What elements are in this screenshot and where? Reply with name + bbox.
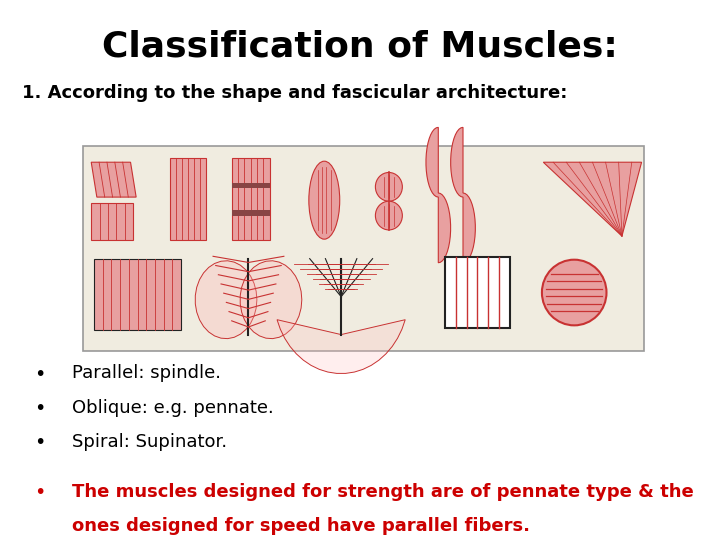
Text: Classification of Muscles:: Classification of Muscles:: [102, 30, 618, 64]
Polygon shape: [426, 127, 451, 263]
Text: •: •: [34, 433, 45, 451]
Text: Parallel: spindle.: Parallel: spindle.: [72, 364, 221, 382]
FancyBboxPatch shape: [91, 203, 133, 240]
FancyBboxPatch shape: [445, 256, 510, 328]
Polygon shape: [94, 259, 181, 330]
Text: Spiral: Supinator.: Spiral: Supinator.: [72, 433, 227, 450]
Text: 1. According to the shape and fascicular architecture:: 1. According to the shape and fascicular…: [22, 84, 567, 102]
FancyBboxPatch shape: [170, 158, 207, 240]
Polygon shape: [91, 162, 136, 197]
FancyBboxPatch shape: [232, 184, 270, 188]
Polygon shape: [544, 162, 642, 236]
Text: The muscles designed for strength are of pennate type & the: The muscles designed for strength are of…: [72, 483, 694, 501]
Polygon shape: [195, 261, 257, 339]
Ellipse shape: [375, 201, 402, 230]
Ellipse shape: [375, 172, 402, 201]
Text: ones designed for speed have parallel fibers.: ones designed for speed have parallel fi…: [72, 517, 530, 535]
Ellipse shape: [542, 260, 606, 325]
FancyBboxPatch shape: [83, 146, 644, 351]
FancyBboxPatch shape: [232, 158, 270, 240]
Polygon shape: [451, 127, 475, 263]
Polygon shape: [240, 261, 302, 339]
Text: •: •: [34, 364, 45, 383]
Text: •: •: [34, 483, 45, 502]
Text: •: •: [34, 399, 45, 417]
Polygon shape: [277, 320, 405, 373]
FancyBboxPatch shape: [232, 211, 270, 215]
Text: Oblique: e.g. pennate.: Oblique: e.g. pennate.: [72, 399, 274, 416]
Ellipse shape: [309, 161, 340, 239]
